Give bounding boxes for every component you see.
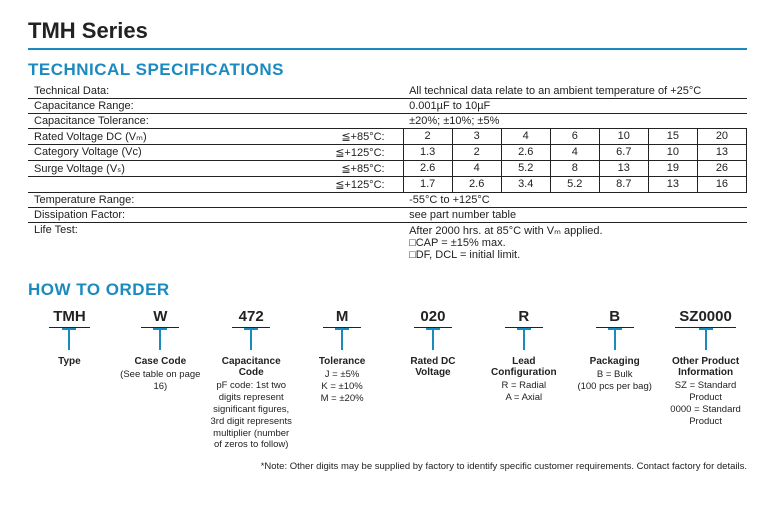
- row-value: All technical data relate to an ambient …: [403, 84, 746, 99]
- order-item: B Packaging B = Bulk(100 pcs per bag): [573, 308, 656, 393]
- order-code: 472: [232, 308, 270, 328]
- order-item: M Tolerance J = ±5%K = ±10%M = ±20%: [301, 308, 384, 405]
- surge-voltage-row-85: Surge Voltage (Vₛ) ≦+85°C: 2.6 4 5.2 8 1…: [28, 161, 747, 177]
- connector-line: [159, 328, 161, 350]
- surge-voltage-row-125: ≦+125°C: 1.7 2.6 3.4 5.2 8.7 13 16: [28, 177, 747, 193]
- order-code: R: [505, 308, 543, 328]
- order-item: W Case Code (See table on page 16): [119, 308, 202, 393]
- connector-line: [68, 328, 70, 350]
- row-label: Life Test:: [28, 223, 259, 263]
- order-row: TMH Type W Case Code (See table on page 16) 4…: [28, 308, 747, 451]
- category-voltage-row: Category Voltage (Vᴄ) ≦+125°C: 1.3 2 2.6…: [28, 145, 747, 161]
- order-item: R Lead ConfigurationR = RadialA = Axial: [482, 308, 565, 404]
- row-label: Dissipation Factor:: [28, 208, 259, 223]
- row-value: 0.001µF to 10µF: [403, 99, 746, 114]
- order-section-title: HOW TO ORDER: [28, 280, 747, 300]
- rated-voltage-row: Rated Voltage DC (Vₘ) ≦+85°C: 2 3 4 6 10…: [28, 129, 747, 145]
- specs-section-title: TECHNICAL SPECIFICATIONS: [28, 60, 747, 80]
- order-label: Lead Configuration: [482, 356, 565, 378]
- connector-line: [614, 328, 616, 350]
- page-title: TMH Series: [28, 18, 747, 50]
- order-label: Rated DC Voltage: [392, 356, 475, 378]
- order-desc: R = RadialA = Axial: [482, 380, 565, 404]
- row-value: see part number table: [403, 208, 746, 223]
- order-desc: SZ = Standard Product0000 = Standard Pro…: [664, 380, 747, 428]
- order-code: M: [323, 308, 361, 328]
- order-label: Type: [28, 356, 111, 367]
- connector-line: [523, 328, 525, 350]
- row-label: Capacitance Range:: [28, 99, 259, 114]
- order-code: 020: [414, 308, 452, 328]
- order-code: B: [596, 308, 634, 328]
- footnote: *Note: Other digits may be supplied by f…: [28, 461, 747, 472]
- order-desc: (See table on page 16): [119, 369, 202, 393]
- order-item: 472 Capacitance CodepF code: 1st two digi…: [210, 308, 293, 451]
- connector-line: [250, 328, 252, 350]
- connector-line: [341, 328, 343, 350]
- row-label: Temperature Range:: [28, 193, 259, 208]
- order-code: W: [141, 308, 179, 328]
- order-desc: pF code: 1st two digits represent signif…: [210, 380, 293, 451]
- order-item: 020 Rated DC Voltage: [392, 308, 475, 380]
- order-code: SZ0000: [675, 308, 736, 328]
- order-label: Case Code: [119, 356, 202, 367]
- order-desc: B = Bulk(100 pcs per bag): [573, 369, 656, 393]
- connector-line: [432, 328, 434, 350]
- order-item: TMH Type: [28, 308, 111, 369]
- order-desc: J = ±5%K = ±10%M = ±20%: [301, 369, 384, 405]
- row-label: Capacitance Tolerance:: [28, 114, 259, 129]
- row-value: -55°C to +125°C: [403, 193, 746, 208]
- connector-line: [705, 328, 707, 350]
- order-label: Tolerance: [301, 356, 384, 367]
- row-value: After 2000 hrs. at 85°C with Vₘ applied.…: [403, 223, 746, 263]
- order-label: Other Product Information: [664, 356, 747, 378]
- order-item: SZ0000 Other Product InformationSZ = Stan…: [664, 308, 747, 428]
- order-code: TMH: [49, 308, 90, 328]
- order-label: Packaging: [573, 356, 656, 367]
- specs-table: Technical Data: All technical data relat…: [28, 84, 747, 262]
- row-value: ±20%; ±10%; ±5%: [403, 114, 746, 129]
- row-label: Technical Data:: [28, 84, 259, 99]
- order-label: Capacitance Code: [210, 356, 293, 378]
